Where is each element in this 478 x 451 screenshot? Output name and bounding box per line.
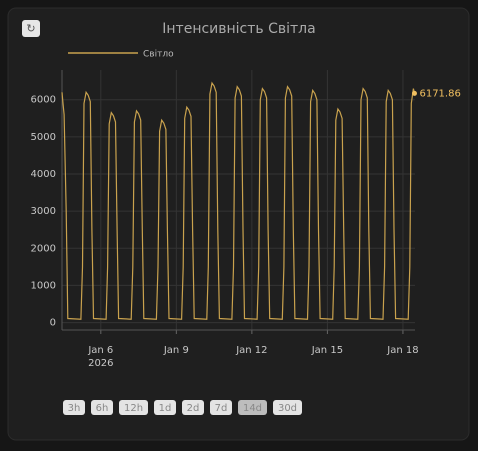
- refresh-icon[interactable]: ↻: [26, 22, 35, 35]
- range-button-label[interactable]: 12h: [124, 403, 143, 414]
- x-tick-label: Jan 18: [386, 345, 418, 356]
- range-button[interactable]: [63, 400, 85, 415]
- y-tick-label: 4000: [31, 169, 56, 180]
- range-button-label[interactable]: 1d: [159, 403, 172, 414]
- range-button-label[interactable]: 14d: [243, 403, 262, 414]
- x-tick-label: Jan 6: [87, 345, 113, 356]
- chart-title: Інтенсивність Світла: [162, 21, 315, 37]
- data-line: [61, 81, 416, 320]
- y-tick-label: 3000: [31, 206, 56, 217]
- year-label: 2026: [88, 358, 113, 369]
- range-button[interactable]: [119, 400, 148, 415]
- range-button[interactable]: [210, 400, 232, 415]
- range-button-label[interactable]: 3h: [68, 403, 81, 414]
- range-button-label[interactable]: 2d: [187, 403, 200, 414]
- y-tick-label: 5000: [31, 132, 56, 143]
- x-tick-label: Jan 9: [163, 345, 189, 356]
- y-tick-label: 0: [50, 318, 56, 329]
- range-button[interactable]: [238, 400, 267, 415]
- last-value-label: 6171.86: [419, 88, 460, 99]
- range-button[interactable]: [154, 400, 176, 415]
- range-button[interactable]: [91, 400, 113, 415]
- refresh-button[interactable]: [22, 20, 40, 37]
- range-button[interactable]: [182, 400, 204, 415]
- y-tick-label: 1000: [31, 280, 56, 291]
- last-point: [411, 90, 417, 96]
- y-tick-label: 2000: [31, 243, 56, 254]
- range-button-label[interactable]: 30d: [278, 403, 297, 414]
- range-button-label[interactable]: 6h: [96, 403, 109, 414]
- range-button-label[interactable]: 7d: [215, 403, 228, 414]
- y-tick-label: 6000: [31, 95, 56, 106]
- x-tick-label: Jan 15: [311, 345, 343, 356]
- range-button[interactable]: [273, 400, 302, 415]
- legend-label: Світло: [143, 50, 174, 60]
- x-tick-label: Jan 12: [235, 345, 267, 356]
- card: [7, 7, 470, 441]
